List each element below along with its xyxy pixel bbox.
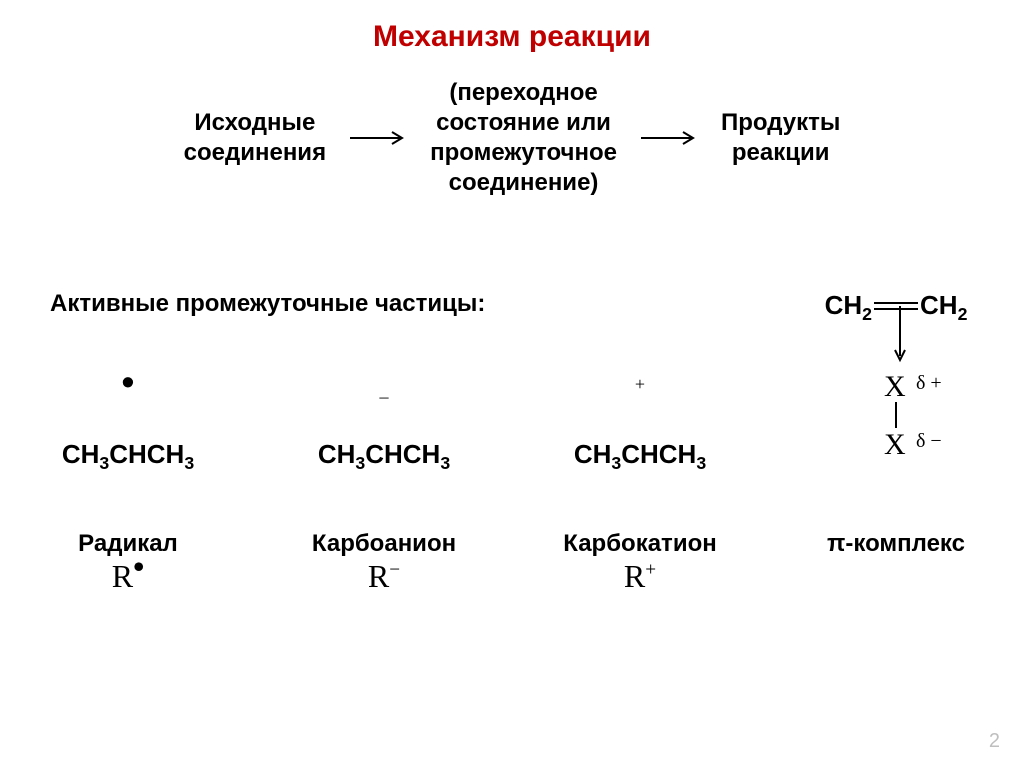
carbanion-formula: _ CH3CHCH3 <box>318 380 450 470</box>
x-top: X <box>884 370 906 404</box>
plus-charge-icon: + <box>635 374 645 395</box>
labels-row: Радикал R• Карбоанион R− Карбокатион R+ … <box>0 530 1024 595</box>
arrow-icon <box>639 128 699 148</box>
pi-complex-cell: CH2CH2 X δ + X δ − <box>786 380 1006 470</box>
radical-formula: • CH3CHCH3 <box>62 380 194 470</box>
carbocation-formula: + CH3CHCH3 <box>574 380 706 470</box>
radical-cell: • CH3CHCH3 <box>18 380 238 470</box>
pi-complex-label: π-комплекс <box>786 530 1006 595</box>
x-bottom: X <box>884 428 906 462</box>
reaction-scheme: Исходные соединения (переходное состояни… <box>0 78 1024 198</box>
page-title: Механизм реакции <box>0 20 1024 54</box>
species-row: • CH3CHCH3 _ CH3CHCH3 + CH3CHCH3 CH2CH2 … <box>0 380 1024 470</box>
single-bond-icon <box>895 402 897 428</box>
carbocation-cell: + CH3CHCH3 <box>530 380 750 470</box>
intermediates-subtitle: Активные промежуточные частицы: <box>50 290 485 318</box>
minus-charge-icon: _ <box>379 380 388 401</box>
carbanion-cell: _ CH3CHCH3 <box>274 380 494 470</box>
transition-state-label: (переходное состояние или промежуточное … <box>430 78 617 198</box>
carbocation-label: Карбокатион R+ <box>530 530 750 595</box>
arrow-icon <box>348 128 408 148</box>
starting-compounds-label: Исходные соединения <box>184 108 326 168</box>
delta-minus: δ − <box>916 430 942 453</box>
radical-label: Радикал R• <box>18 530 238 595</box>
carbanion-label: Карбоанион R− <box>274 530 494 595</box>
pi-complex-diagram: CH2CH2 X δ + X δ − <box>806 290 986 470</box>
page-number: 2 <box>989 730 1000 753</box>
delta-plus: δ + <box>916 372 942 395</box>
products-label: Продукты реакции <box>721 108 840 168</box>
down-arrow-icon <box>894 306 906 371</box>
